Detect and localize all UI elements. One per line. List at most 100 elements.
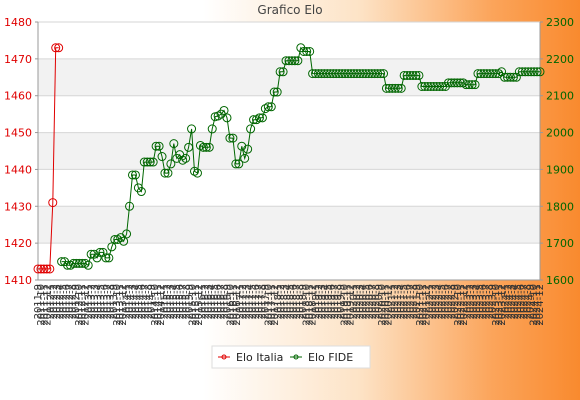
data-point [252, 115, 262, 125]
left-tick-label: 1440 [4, 163, 32, 176]
x-tick-label: 2023-1 [462, 284, 473, 319]
x-tick-label: 2019-4 [320, 284, 331, 319]
x-tick-label: 2017-11 [267, 284, 278, 326]
x-tick-label: 2020-2 [352, 284, 363, 319]
data-point [387, 83, 397, 93]
data-point [458, 78, 468, 88]
x-tick-label: 2016-11 [229, 284, 240, 326]
data-point [532, 67, 542, 77]
x-tick-label: 2017-9 [260, 284, 271, 319]
x-tick-label: 2021-3 [393, 284, 404, 319]
data-point [479, 69, 489, 79]
x-tick-label: 2022-7 [443, 284, 454, 319]
data-point [127, 170, 137, 180]
data-point [325, 69, 335, 79]
data-point [192, 168, 202, 178]
data-point [110, 234, 120, 244]
data-point [314, 69, 324, 79]
data-point [51, 43, 61, 53]
x-tick-label: 2017-8 [257, 284, 268, 319]
x-tick-label: 2020-4 [358, 284, 369, 319]
x-tick-label: 2022-4 [434, 284, 445, 319]
x-tick-label: 2022-8 [447, 284, 458, 319]
plot-band [38, 206, 540, 244]
data-point [130, 170, 140, 180]
x-tick-label: 2019-7 [330, 284, 341, 319]
data-point [373, 69, 383, 79]
x-tick-label: 2020-12 [383, 284, 394, 326]
x-tick-label: 2021-12 [421, 284, 432, 326]
data-point [343, 69, 353, 79]
x-tick-label: 2012-12 [80, 284, 91, 326]
data-point [39, 264, 49, 274]
x-tick-label: 2018-10 [301, 284, 312, 326]
legend-label: Elo FIDE [308, 351, 353, 364]
data-point [287, 56, 297, 66]
x-tick-label: 2014-8 [144, 284, 155, 319]
data-point [517, 67, 527, 77]
data-point [476, 69, 486, 79]
x-tick-label: 2015-3 [166, 284, 177, 319]
x-tick-label: 2018-8 [295, 284, 306, 319]
data-point [473, 69, 483, 79]
data-point [364, 69, 374, 79]
x-tick-label: 2022-6 [440, 284, 451, 319]
x-tick-label: 2021-7 [406, 284, 417, 319]
right-tick-label: 1900 [546, 163, 574, 176]
x-tick-label: 2023-6 [478, 284, 489, 319]
x-tick-label: 2019-2 [314, 284, 325, 319]
data-point [249, 115, 259, 125]
x-tick-label: 2015-12 [194, 284, 205, 326]
data-point [154, 141, 164, 151]
data-point [523, 67, 533, 77]
x-tick-label: 2022-11 [456, 284, 467, 326]
x-tick-label: 2021-10 [415, 284, 426, 326]
data-point [222, 113, 232, 123]
data-point [139, 157, 149, 167]
data-point [45, 264, 55, 274]
x-tick-label: 2013-4 [93, 284, 104, 319]
data-point [449, 78, 459, 88]
data-point [181, 153, 191, 163]
x-tick-label: 2019-11 [342, 284, 353, 326]
x-tick-label: 2019-6 [327, 284, 338, 319]
data-point [169, 139, 179, 149]
x-tick-label: 2024-3 [507, 284, 518, 319]
plot-band [38, 132, 540, 170]
data-point [402, 70, 412, 80]
x-tick-label: 2012-3 [52, 284, 63, 319]
left-tick-label: 1450 [4, 127, 32, 140]
data-point [305, 46, 315, 56]
left-tick-label: 1470 [4, 53, 32, 66]
data-point [195, 140, 205, 150]
data-point [503, 72, 513, 82]
data-point [514, 67, 524, 77]
data-point [461, 80, 471, 90]
data-point [83, 260, 93, 270]
data-point [399, 70, 409, 80]
x-tick-label: 2013-1 [84, 284, 95, 319]
x-tick-label: 2017-5 [248, 284, 259, 319]
x-tick-label: 2013-6 [99, 284, 110, 319]
data-point [455, 78, 465, 88]
data-point [142, 157, 152, 167]
x-tick-label: 2014-6 [137, 284, 148, 319]
data-point [104, 253, 114, 263]
x-tick-label: 2019-5 [323, 284, 334, 319]
x-tick-label: 2011-9 [33, 284, 44, 319]
data-point [42, 264, 52, 274]
data-point [319, 69, 329, 79]
right-tick-label: 1600 [546, 274, 574, 287]
x-tick-label: 2018-4 [282, 284, 293, 319]
data-point [331, 69, 341, 79]
data-point [136, 187, 146, 197]
x-tick-label: 2012-6 [61, 284, 72, 319]
x-tick-label: 2024-9 [526, 284, 537, 319]
data-point [257, 113, 267, 123]
data-point [420, 82, 430, 91]
x-tick-label: 2017-12 [270, 284, 281, 326]
data-point [184, 142, 194, 152]
plot-band [38, 169, 540, 207]
